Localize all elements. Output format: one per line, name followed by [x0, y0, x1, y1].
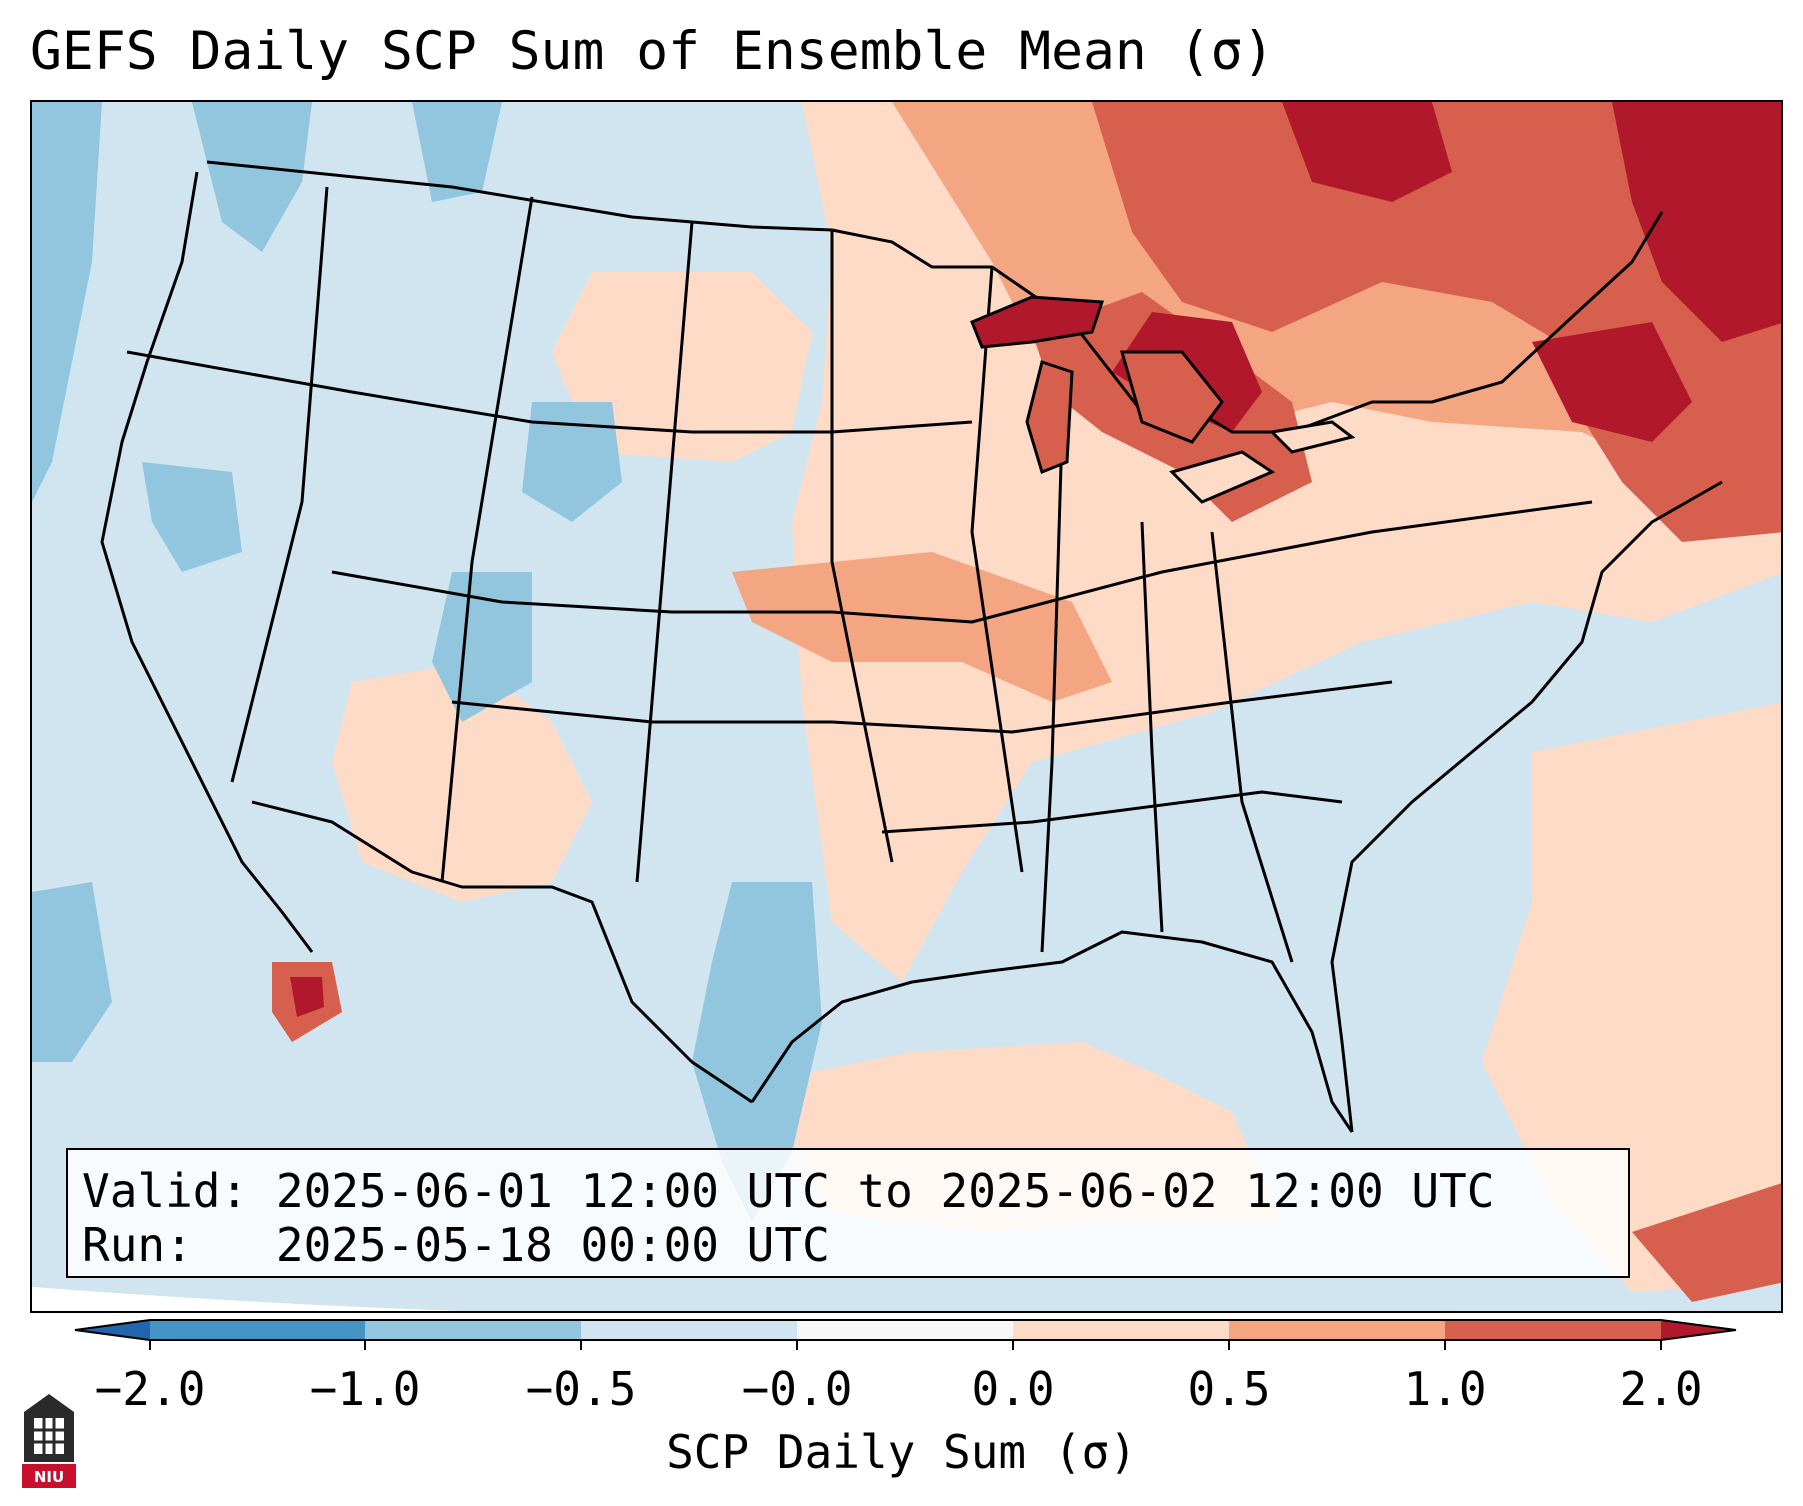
boundaries [100, 160, 1723, 1133]
valid-run-infobox: Valid: 2025-06-01 12:00 UTC to 2025-06-0… [66, 1148, 1630, 1278]
colorbar-segment [365, 1320, 581, 1340]
colorbar-segment [1445, 1320, 1661, 1340]
colorbar-segment [1229, 1320, 1445, 1340]
colorbar-extend-low [75, 1320, 150, 1340]
colorbar-tick-label: −0.5 [525, 1362, 637, 1416]
logo-text: NIU [34, 1468, 64, 1486]
university-logo-icon: NIU [22, 1394, 76, 1488]
negative-anomaly-areas [32, 102, 822, 1222]
run-value: 2025-05-18 00:00 UTC [275, 1218, 830, 1272]
map-panel [30, 100, 1783, 1313]
colorbar-segment [150, 1320, 365, 1340]
colorbar-tick-label: −1.0 [309, 1362, 421, 1416]
colorbar-tick-label: −0.0 [741, 1362, 853, 1416]
colorbar-segment [581, 1320, 797, 1340]
valid-value: 2025-06-01 12:00 UTC to 2025-06-02 12:00… [275, 1164, 1495, 1218]
colorbar-label: SCP Daily Sum (σ) [666, 1425, 1137, 1479]
colorbar-tick-label: 2.0 [1619, 1362, 1703, 1416]
colorbar-tick-label: −2.0 [94, 1362, 206, 1416]
colorbar-segment [1013, 1320, 1229, 1340]
colorbar-ticks [149, 1340, 1662, 1350]
chart-title: GEFS Daily SCP Sum of Ensemble Mean (σ) [30, 21, 1275, 82]
map-svg [32, 102, 1781, 1311]
colorbar-tick-label: 0.5 [1187, 1362, 1271, 1416]
projection-edge [32, 1287, 462, 1311]
colorbar-extend-high [1661, 1320, 1736, 1340]
great-lakes [970, 295, 1356, 504]
run-label: Run: [82, 1218, 193, 1272]
colorbar-segment [797, 1320, 1013, 1340]
valid-label: Valid: [82, 1164, 249, 1218]
colorbar-tick-label: 1.0 [1403, 1362, 1487, 1416]
colorbar [74, 1319, 1737, 1350]
colorbar-tick-label: 0.0 [971, 1362, 1055, 1416]
